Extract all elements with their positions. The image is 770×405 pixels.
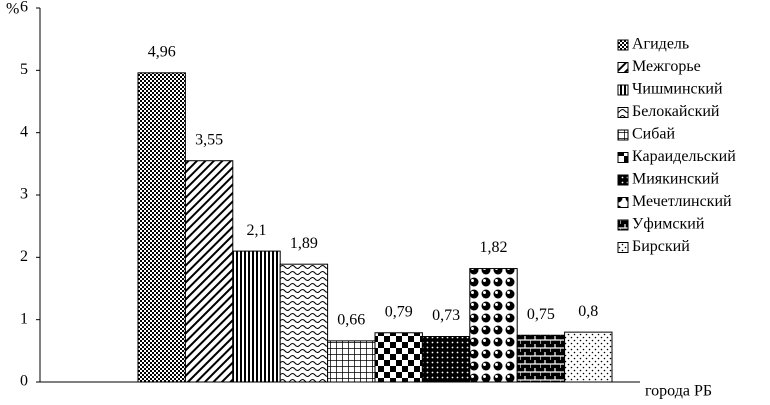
bar bbox=[279, 263, 329, 383]
bar bbox=[232, 250, 281, 383]
y-axis-label: % bbox=[6, 1, 19, 18]
bar bbox=[469, 268, 518, 383]
data-label: 0,73 bbox=[432, 307, 460, 324]
y-tick-label: 1 bbox=[20, 310, 28, 327]
legend-label: Белокайский bbox=[632, 103, 720, 120]
legend-swatch bbox=[617, 174, 629, 186]
legend-swatch bbox=[617, 219, 629, 231]
y-tick-label: 5 bbox=[20, 61, 28, 78]
data-label: 3,55 bbox=[195, 131, 223, 148]
legend-swatch bbox=[617, 129, 629, 141]
bar bbox=[564, 331, 613, 383]
legend-label: Уфимский bbox=[632, 216, 705, 233]
legend-label: Миякинский bbox=[632, 171, 719, 188]
legend-swatch bbox=[617, 107, 629, 118]
legend-swatch bbox=[617, 242, 629, 253]
legend-label: Сибай bbox=[632, 126, 675, 143]
data-label: 2,1 bbox=[247, 222, 267, 239]
legend-swatch bbox=[617, 152, 629, 163]
data-label: 0,79 bbox=[385, 303, 413, 320]
legend-label: Чишминский bbox=[632, 81, 723, 98]
legend-label: Агидель bbox=[632, 36, 689, 53]
data-label: 0,75 bbox=[527, 306, 555, 323]
legend-label: Бирский bbox=[632, 238, 690, 255]
data-label: 1,82 bbox=[480, 239, 508, 256]
x-axis-label: города РБ bbox=[645, 383, 712, 400]
y-tick-label: 6 bbox=[20, 0, 28, 16]
legend-swatch bbox=[617, 62, 629, 73]
data-label: 1,89 bbox=[290, 235, 318, 252]
y-tick-label: 4 bbox=[20, 123, 28, 140]
y-tick-label: 2 bbox=[20, 248, 28, 265]
data-label: 0,66 bbox=[337, 312, 365, 329]
bar bbox=[516, 334, 566, 383]
data-label: 4,96 bbox=[148, 43, 176, 60]
legend-label: Межгорье bbox=[632, 58, 701, 75]
bar bbox=[374, 332, 423, 383]
y-tick-label: 3 bbox=[20, 186, 28, 203]
bar bbox=[421, 335, 471, 383]
data-label: 0,8 bbox=[578, 303, 598, 320]
y-tick-label: 0 bbox=[20, 373, 28, 390]
legend-label: Караидельский bbox=[632, 148, 736, 165]
legend-swatch bbox=[617, 84, 629, 96]
legend-swatch bbox=[617, 197, 629, 208]
legend-label: Мечетлинский bbox=[632, 193, 732, 210]
bar bbox=[327, 340, 376, 383]
legend-swatch bbox=[617, 39, 629, 51]
bar bbox=[137, 72, 186, 383]
bar bbox=[184, 160, 234, 383]
